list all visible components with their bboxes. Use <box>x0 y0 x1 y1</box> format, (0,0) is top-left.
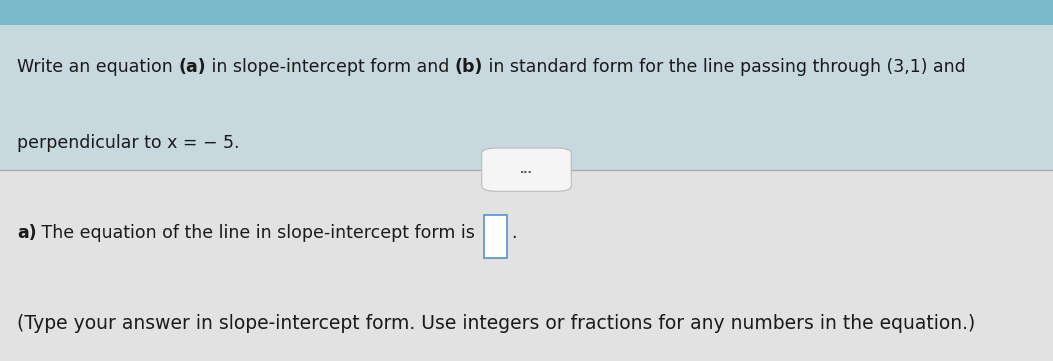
Text: perpendicular to x = − 5.: perpendicular to x = − 5. <box>17 134 239 152</box>
Text: (a): (a) <box>178 58 205 76</box>
Text: The equation of the line in slope-intercept form is: The equation of the line in slope-interc… <box>37 224 481 242</box>
FancyBboxPatch shape <box>481 148 571 191</box>
Bar <box>0 170 1053 361</box>
Bar <box>0 0 1053 25</box>
Text: ...: ... <box>520 165 533 175</box>
Bar <box>0 0 1053 170</box>
FancyBboxPatch shape <box>484 215 508 258</box>
Text: in slope-intercept form and: in slope-intercept form and <box>205 58 455 76</box>
Text: Write an equation: Write an equation <box>17 58 178 76</box>
Text: in standard form for the line passing through (3,1) and: in standard form for the line passing th… <box>483 58 966 76</box>
Text: (Type your answer in slope-intercept form. Use integers or fractions for any num: (Type your answer in slope-intercept for… <box>17 314 975 333</box>
Text: (b): (b) <box>455 58 483 76</box>
Text: a): a) <box>17 224 37 242</box>
Text: .: . <box>512 224 517 242</box>
